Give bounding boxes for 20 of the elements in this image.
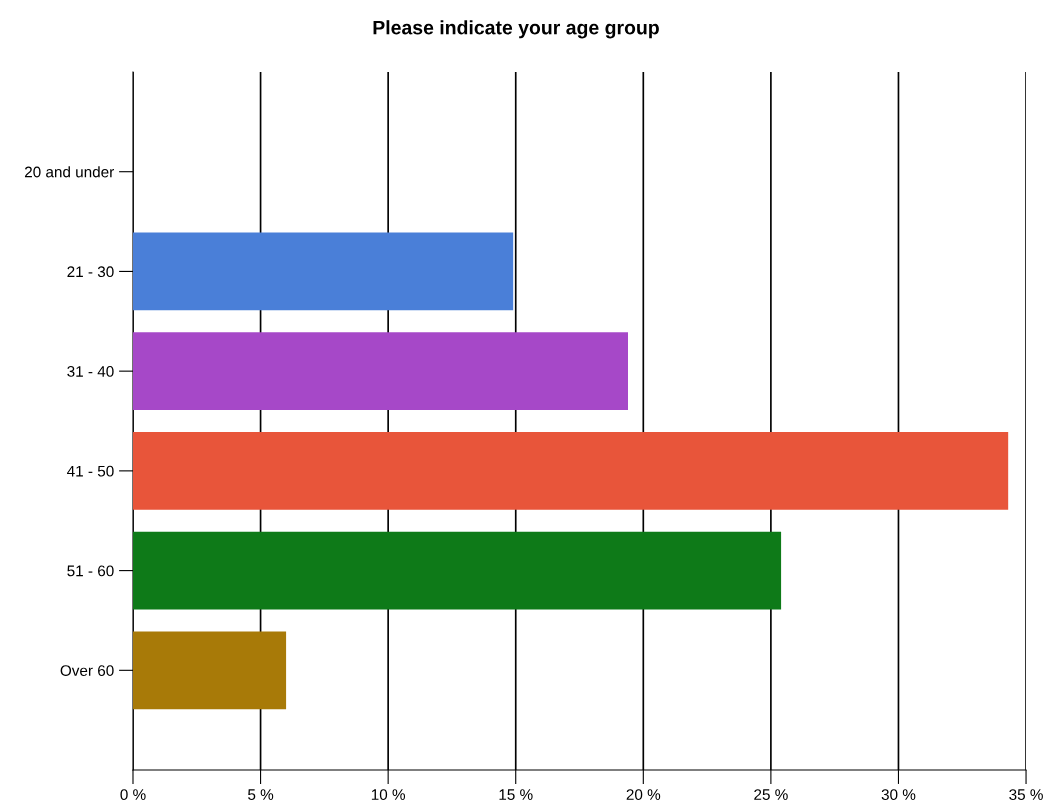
y-tick-label: Over 60 xyxy=(60,665,114,676)
x-tick-label: 30 % xyxy=(881,789,916,801)
x-tick-label: 0 % xyxy=(120,789,146,801)
x-tick-label: 35 % xyxy=(1009,789,1043,801)
x-tick-label: 15 % xyxy=(499,789,533,801)
y-tick-label: 41 - 50 xyxy=(67,465,114,477)
bar xyxy=(132,232,514,311)
x-tick-label: 5 % xyxy=(248,789,274,801)
bar xyxy=(132,531,782,610)
y-tick-label: 20 and under xyxy=(24,166,114,178)
y-tick-label: 51 - 60 xyxy=(67,565,114,577)
chart-title: Please indicate your age group xyxy=(373,20,659,39)
y-tick-label: 31 - 40 xyxy=(67,366,114,377)
x-tick-label: 25 % xyxy=(754,789,788,801)
bar xyxy=(132,431,1009,510)
bar xyxy=(132,631,287,710)
x-tick-label: 10 % xyxy=(371,789,406,801)
x-tick-label: 20 % xyxy=(626,789,661,801)
y-tick-label: 21 - 30 xyxy=(67,266,114,278)
bar xyxy=(132,332,628,411)
